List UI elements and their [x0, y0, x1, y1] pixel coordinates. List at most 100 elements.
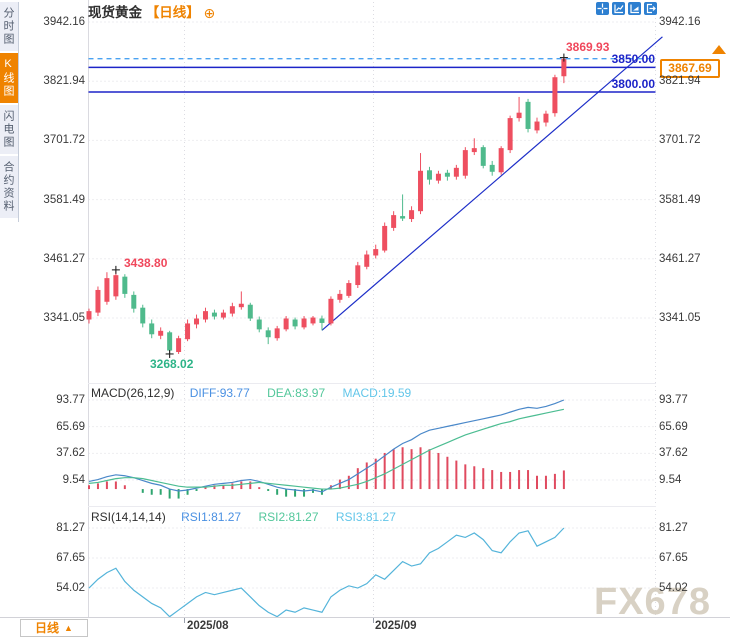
candle [346, 280, 352, 298]
price-y-tick-right: 3461.27 [659, 252, 701, 265]
candle [104, 272, 110, 305]
hline-label-3850: 3850.00 [611, 52, 655, 66]
candle [95, 286, 101, 317]
price-y-tick-right: 3821.94 [659, 75, 701, 88]
candle [480, 145, 486, 169]
panel-divider [88, 506, 656, 507]
swing-low-label: 3268.02 [150, 357, 194, 371]
candle [426, 166, 432, 185]
candle [211, 309, 217, 320]
candle [220, 309, 226, 320]
sidebar-tab-4[interactable]: 合约资料 [0, 156, 18, 218]
candle [453, 164, 459, 180]
candle [113, 269, 119, 300]
rsi-y-tick-right: 81.27 [659, 522, 688, 534]
price-y-tick-right: 3942.16 [659, 16, 701, 28]
candle [543, 110, 549, 127]
candle [391, 211, 397, 231]
candle [176, 335, 182, 354]
candle [265, 327, 271, 345]
candle [552, 74, 558, 117]
candle [283, 316, 289, 332]
candle [328, 296, 334, 326]
candle [498, 146, 504, 175]
candle [310, 316, 316, 326]
candle [382, 222, 388, 253]
sidebar: 分时图 K线图闪电图合约资料 [0, 0, 19, 617]
rsi-y-tick-left: 54.02 [56, 582, 85, 594]
price-y-tick-left: 3581.49 [43, 193, 85, 206]
candle [400, 194, 406, 222]
sidebar-tab-3[interactable]: 闪电图 [0, 105, 18, 154]
rsi-line [88, 527, 565, 618]
chevron-up-icon: ▲ [64, 623, 73, 633]
macd-y-tick-right: 65.69 [659, 420, 688, 433]
macd-y-tick-left: 93.77 [56, 394, 85, 406]
candle [319, 315, 325, 331]
price-y-tick-right: 3701.72 [659, 134, 701, 147]
macd-y-tick-left: 37.62 [56, 447, 85, 460]
axis-chart-icon[interactable] [612, 2, 625, 15]
gear-plus-icon[interactable]: ⊕ [203, 5, 216, 21]
sidebar-tabs: 分时图 K线图闪电图合约资料 [0, 2, 19, 222]
candle [131, 291, 137, 313]
macd-diff-value: DIFF:93.77 [189, 386, 250, 400]
chart-header: 现货黄金 【日线】 ⊕ [88, 1, 216, 21]
candle [471, 138, 477, 156]
rsi-y-tick-right: 67.65 [659, 551, 688, 564]
rsi3-value: RSI3:81.27 [335, 510, 396, 524]
candle [516, 96, 522, 122]
timeframe-button[interactable]: 日线 ▲ [20, 619, 88, 637]
exit-icon[interactable] [644, 2, 657, 15]
candle [149, 319, 155, 339]
rsi-name: RSI(14,14,14) [91, 510, 166, 524]
macd-y-tick-right: 37.62 [659, 447, 688, 460]
rsi-y-tick-left: 67.65 [56, 551, 85, 564]
candle [274, 325, 280, 341]
axis-tick [373, 618, 374, 623]
current-price-tag: 3867.69 [660, 59, 720, 78]
candle [507, 115, 513, 154]
price-y-tick-left: 3341.05 [43, 312, 85, 324]
panel-divider [88, 383, 656, 384]
candle [337, 289, 343, 303]
candle [292, 317, 298, 330]
candle [247, 302, 253, 321]
timeframe-tag: 【日线】 [145, 5, 200, 20]
instrument-title: 现货黄金 [88, 5, 142, 20]
macd-value: MACD:19.59 [342, 386, 412, 400]
candle [194, 314, 200, 329]
timeframe-button-label: 日线 [35, 621, 60, 635]
candle [238, 291, 244, 310]
flag-chart-icon[interactable] [628, 2, 641, 15]
price-y-tick-left: 3942.16 [43, 16, 85, 28]
candle [561, 57, 567, 84]
x-axis-label-aug: 2025/08 [187, 620, 229, 632]
macd-y-tick-right: 93.77 [659, 394, 688, 406]
candle [185, 319, 191, 342]
rsi2-value: RSI2:81.27 [258, 510, 319, 524]
rsi-y-tick-right: 54.02 [659, 582, 688, 594]
swing-high-label: 3438.80 [124, 256, 168, 270]
candle [140, 304, 146, 328]
candle [86, 308, 92, 324]
candle [418, 153, 424, 215]
candle [534, 117, 540, 134]
candle [373, 244, 379, 259]
sidebar-tab-2[interactable]: K线图 [0, 53, 18, 103]
candle [364, 250, 370, 270]
candle [202, 307, 208, 323]
price-y-tick-left: 3461.27 [43, 252, 85, 265]
time-axis: 2025/08 2025/09 日线 ▲ [0, 617, 730, 637]
candle [444, 169, 450, 181]
axis-tick [184, 618, 185, 623]
macd-name: MACD(26,12,9) [91, 386, 175, 400]
candle [158, 327, 164, 340]
crosshair-icon[interactable] [596, 2, 609, 15]
sidebar-tab-1[interactable]: 分时图 [0, 2, 18, 51]
candle [462, 147, 468, 179]
candle [355, 261, 361, 288]
macd-dea-value: DEA:83.97 [267, 386, 326, 400]
